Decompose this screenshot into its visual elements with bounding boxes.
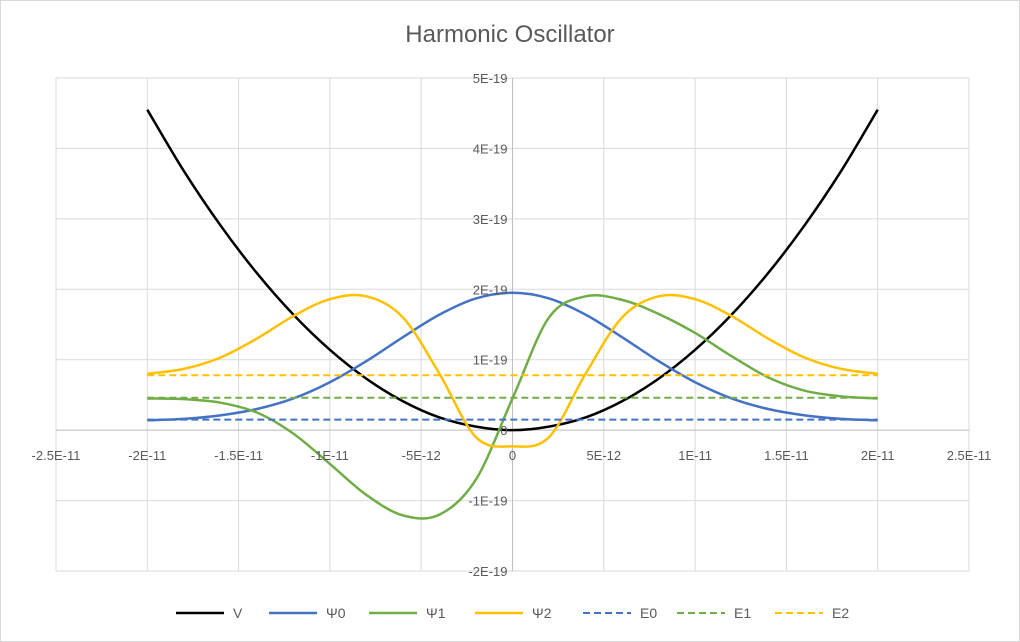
legend-label-Ψ2: Ψ2	[532, 605, 552, 621]
series-layer	[146, 109, 879, 520]
y-tick-label: 4E-19	[473, 141, 508, 156]
legend-label-E2: E2	[832, 605, 849, 621]
chart-title: Harmonic Oscillator	[405, 21, 615, 48]
legend-label-E1: E1	[734, 605, 751, 621]
x-tick-label: 2.5E-11	[947, 448, 992, 463]
y-tick-label: 5E-19	[473, 71, 508, 86]
x-tick-label: 2E-11	[861, 448, 895, 463]
x-tick-label: 1E-11	[678, 448, 712, 463]
x-tick-label: -1.5E-11	[214, 448, 263, 463]
x-tick-label: 0	[509, 448, 516, 463]
legend-label-V: V	[233, 605, 243, 621]
y-tick-label: -2E-19	[468, 564, 507, 579]
legend: V Ψ0 Ψ1 Ψ2 E0 E1 E2	[176, 605, 849, 621]
x-tick-label: 1.5E-11	[764, 448, 809, 463]
x-tick-label: -1E-11	[311, 448, 349, 463]
series-line-Ψ0	[147, 291, 878, 422]
y-tick-label: 2E-19	[473, 282, 508, 297]
series-line-V	[146, 109, 879, 432]
legend-label-Ψ1: Ψ1	[426, 605, 446, 621]
y-tick-label: 3E-19	[473, 212, 508, 227]
x-tick-label: -2.5E-11	[32, 448, 81, 463]
x-tick-label: -5E-12	[402, 448, 441, 463]
x-tick-label: -2E-11	[128, 448, 166, 463]
y-tick-label: 1E-19	[473, 353, 508, 368]
series-line-Ψ2	[147, 293, 878, 448]
y-tick-label: -1E-19	[468, 494, 507, 509]
x-tick-label: 5E-12	[586, 448, 621, 463]
tick-labels: -2.5E-11 -2E-11 -1.5E-11 -1E-11 -5E-12 0 5E-12…	[32, 71, 992, 579]
legend-label-Ψ0: Ψ0	[326, 605, 346, 621]
y-tick-label: 0	[500, 423, 507, 438]
legend-label-E0: E0	[640, 605, 657, 621]
axes	[56, 78, 969, 571]
